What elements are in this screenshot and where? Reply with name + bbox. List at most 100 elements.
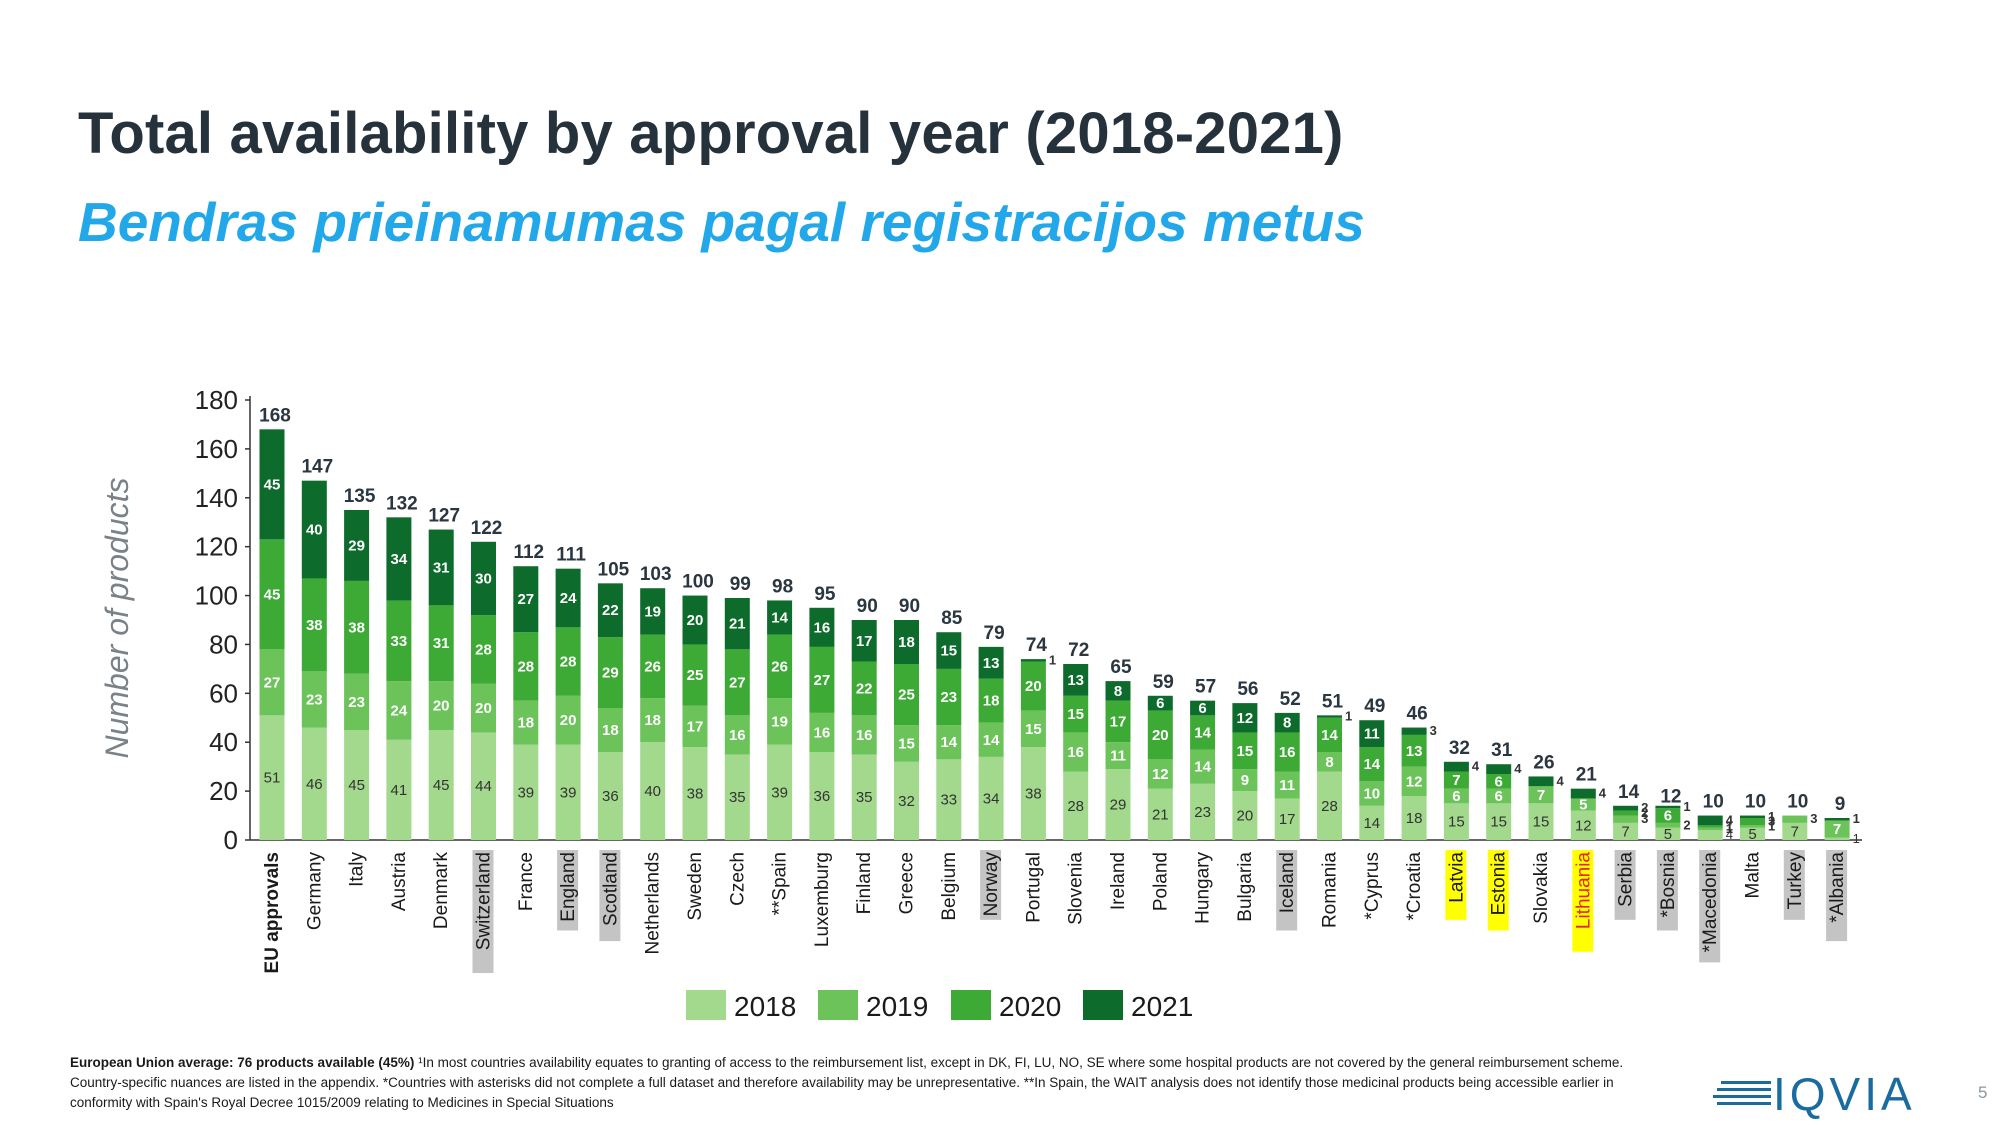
bar-total-label: 10 — [1703, 792, 1724, 813]
footnote: European Union average: 76 products avai… — [70, 1053, 1670, 1113]
bar-segment-2021 — [1697, 815, 1723, 826]
x-label-highlight — [1826, 850, 1848, 942]
bar-segment-2019 — [1274, 771, 1300, 799]
bar-segment-label: 27 — [264, 674, 281, 691]
bar-segment-label: 14 — [1363, 815, 1380, 832]
footnote-text: ¹In most countries availability equates … — [70, 1055, 1624, 1110]
bar-segment-label: 39 — [560, 784, 577, 801]
bar-segment-label: 26 — [771, 658, 788, 675]
bar-segment-label: 39 — [771, 784, 788, 801]
bar-segment-label: 33 — [940, 792, 957, 809]
bar-segment-label: 13 — [1067, 672, 1084, 689]
bar-segment-label: 3 — [1768, 814, 1775, 829]
bar-segment-label: 36 — [602, 788, 619, 805]
bar-segment-label: 13 — [983, 655, 1000, 672]
bar-segment-label: 27 — [729, 674, 746, 691]
bar-segment-label: 23 — [348, 694, 365, 711]
bar-segment-2018 — [1697, 830, 1723, 840]
bar-segment-label: 45 — [264, 476, 281, 493]
bar-segment-label: 12 — [1575, 817, 1592, 834]
x-category-label: Norway — [981, 852, 1002, 917]
bar-segment-label: 14 — [1363, 756, 1380, 773]
x-category-label: Greece — [897, 852, 918, 914]
bar-segment-2021 — [1020, 659, 1046, 662]
bar-segment-2018 — [1232, 791, 1258, 840]
bar-segment-2020 — [1317, 717, 1342, 752]
x-category-label: England — [558, 852, 579, 922]
x-label-highlight — [1783, 850, 1805, 920]
bar-segment-label: 14 — [1321, 727, 1338, 744]
bar-total-label: 90 — [899, 596, 920, 617]
bar-segment-2021 — [1105, 681, 1131, 701]
bar-total-label: 112 — [513, 542, 544, 563]
bar-segment-2018 — [344, 730, 370, 840]
bar-segment-label: 45 — [348, 777, 365, 794]
bar-segment-label: 20 — [433, 698, 450, 715]
bar-segment-label: 31 — [433, 635, 450, 652]
bar-total-label: 122 — [471, 518, 503, 539]
bar-segment-label: 29 — [348, 537, 365, 554]
x-label-highlight — [1614, 850, 1636, 920]
legend-swatch-2020 — [951, 990, 991, 1020]
x-category-label: Malta — [1743, 852, 1764, 899]
bar-segment-label: 15 — [1533, 814, 1550, 831]
bar-segment-label: 44 — [475, 778, 492, 795]
bar-segment-2018 — [1740, 827, 1765, 840]
bar-segment-label: 6 — [1156, 695, 1164, 712]
bar-segment-2019 — [1697, 827, 1723, 831]
bar-segment-label: 16 — [814, 724, 831, 741]
bar-segment-2020 — [767, 634, 793, 699]
bar-segment-label: 1 — [1726, 819, 1733, 834]
bar-segment-label: 15 — [1490, 814, 1507, 831]
bar-segment-2019 — [1190, 749, 1216, 784]
x-axis-labels: EU approvals Germany Italy Austria Denmark Sw… — [262, 850, 1848, 973]
bar-segment-2020 — [1655, 808, 1681, 823]
bar-segment-2018 — [682, 747, 708, 840]
bar-segment-2019 — [1528, 786, 1554, 804]
bar-segment-label: 7 — [1791, 823, 1799, 840]
bar-total-label: 59 — [1153, 672, 1174, 693]
bar-segment-label: 4 — [1514, 761, 1522, 776]
bar-segment-2020 — [1147, 710, 1173, 760]
x-category-label: **Spain — [770, 852, 791, 915]
bar-segment-2020 — [301, 578, 327, 672]
bar-segment-label: 3 — [1430, 723, 1437, 738]
bar-segment-2020 — [1443, 771, 1469, 789]
bar-segment-label: 17 — [1279, 811, 1296, 828]
bar-segment-2020 — [724, 649, 750, 716]
bar-segment-label: 15 — [1025, 721, 1042, 738]
bar-segment-2020 — [1486, 774, 1512, 789]
x-category-label: *Croatia — [1404, 852, 1425, 921]
bar-segment-2018 — [1655, 827, 1681, 840]
bar-segment-2018 — [1105, 769, 1131, 840]
bar-total-label: 56 — [1237, 679, 1258, 700]
bar-segment-2021 — [851, 620, 877, 662]
bar-segment-2019 — [894, 725, 919, 762]
bar-segment-2021 — [513, 566, 539, 633]
bar-segment-2018 — [1147, 788, 1173, 840]
bar-segment-label: 17 — [856, 633, 873, 650]
bar-total-label: 9 — [1835, 794, 1846, 815]
bar-segment-2019 — [1824, 820, 1850, 838]
bar-segment-2019 — [1317, 752, 1342, 772]
x-category-label: Estonia — [1489, 852, 1510, 916]
bar-segment-2018 — [640, 742, 666, 840]
x-category-label: Denmark — [431, 852, 452, 930]
x-category-label: Belgium — [939, 852, 960, 921]
bar-segment-label: 18 — [983, 693, 1000, 710]
bar-segment-label: 14 — [1194, 724, 1211, 741]
bar-segment-label: 6 — [1495, 788, 1503, 805]
bar-segment-label: 30 — [475, 570, 492, 587]
bar-segment-label: 19 — [644, 603, 661, 620]
bar-segment-2018 — [936, 759, 962, 840]
y-tick-label: 160 — [195, 434, 238, 464]
page-number: 5 — [1978, 1083, 1988, 1102]
x-category-label: Serbia — [1616, 852, 1637, 907]
bar-segment-label: 15 — [1067, 706, 1084, 723]
bar-segment-label: 34 — [391, 551, 408, 568]
bar-segment-label: 28 — [1321, 798, 1338, 815]
bar-segment-2019 — [428, 681, 454, 730]
bar-segment-2018 — [1443, 803, 1469, 840]
bar-segment-2021 — [894, 620, 919, 664]
